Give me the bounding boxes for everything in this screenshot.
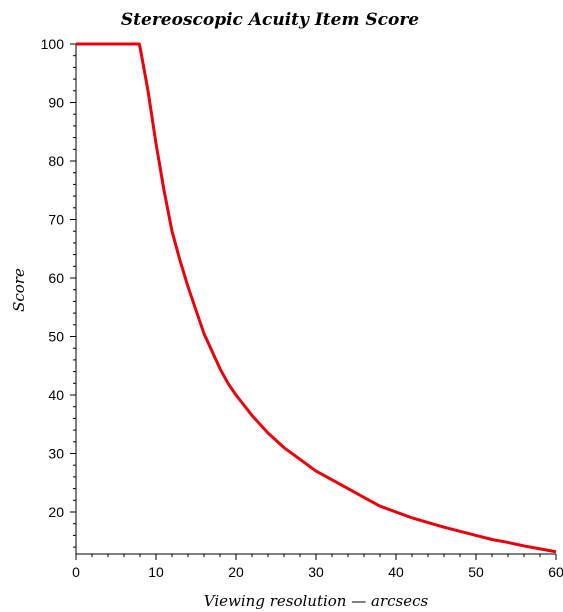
- x-tick-label: 20: [228, 564, 244, 580]
- y-tick-label: 30: [48, 446, 64, 462]
- x-tick-label: 0: [72, 564, 80, 580]
- y-tick-label: 50: [48, 329, 64, 345]
- ticks: [70, 43, 557, 560]
- y-tick-label: 60: [48, 270, 64, 286]
- series-line: [76, 42, 557, 554]
- y-tick-label: 70: [48, 212, 64, 228]
- tick-labels: 0 10 20 30 40 50 60 20 30 40 50 60 70 80 90 100: [41, 36, 563, 580]
- y-tick-label: 90: [48, 95, 64, 111]
- y-tick-label: 80: [48, 153, 64, 169]
- x-axis-label: Viewing resolution — arcsecs: [204, 592, 429, 610]
- y-axis-label: Score: [10, 268, 28, 312]
- x-tick-label: 30: [308, 564, 324, 580]
- chart-title: Stereoscopic Acuity Item Score: [121, 10, 419, 30]
- x-tick-label: 50: [468, 564, 484, 580]
- y-tick-label: 40: [48, 387, 64, 403]
- y-tick-label: 20: [48, 504, 64, 520]
- y-tick-label: 100: [41, 36, 65, 52]
- x-tick-label: 10: [148, 564, 164, 580]
- x-tick-label: 40: [388, 564, 404, 580]
- axes: [75, 44, 556, 555]
- x-tick-label: 60: [548, 564, 563, 580]
